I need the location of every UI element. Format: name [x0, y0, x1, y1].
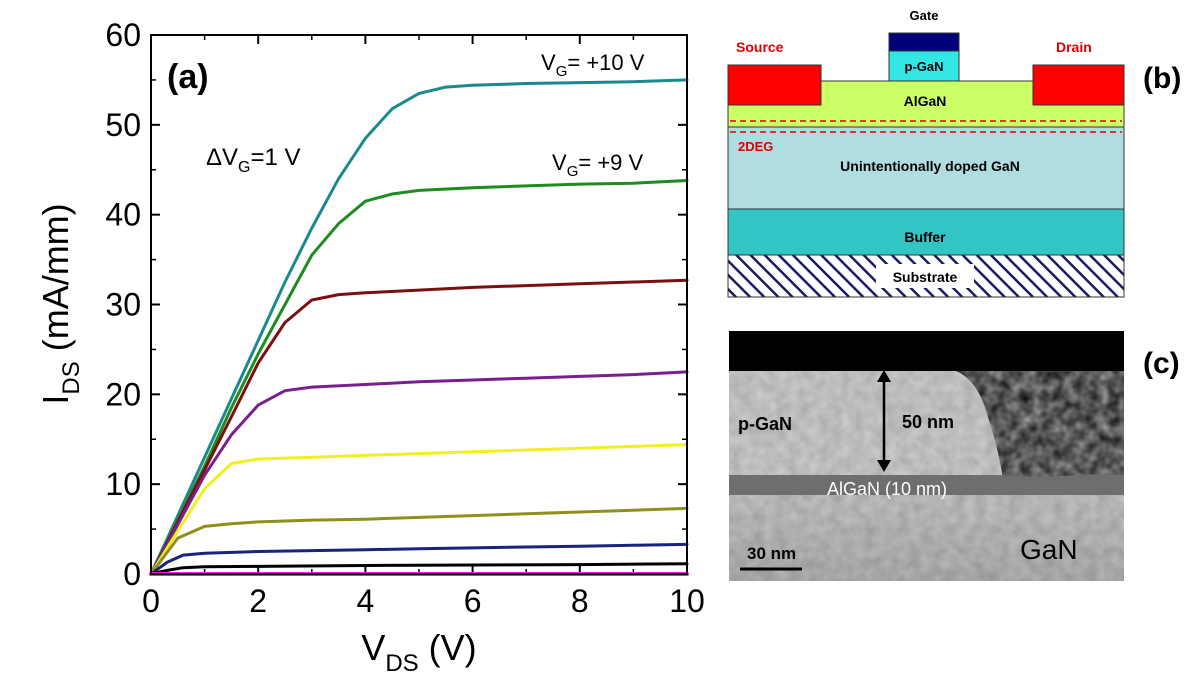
- panel-label-c: (c): [1143, 347, 1180, 380]
- pgan-region: [729, 371, 1003, 480]
- x-tick-label: 10: [669, 583, 705, 619]
- scalebar-label: 30 nm: [747, 544, 796, 563]
- pgan-gate-label: p-GaN: [905, 59, 944, 74]
- series-line-4: [149, 370, 689, 576]
- y-tick-label: 60: [105, 17, 141, 53]
- substrate-label: Substrate: [893, 269, 958, 285]
- thickness-label: 50 nm: [902, 412, 954, 432]
- plot-frame: [150, 34, 688, 575]
- series-line-2: [149, 179, 689, 576]
- x-tick-label: 0: [142, 583, 160, 619]
- x-tick-label: 2: [249, 583, 267, 619]
- series-line-3: [149, 278, 689, 576]
- thickness-arrow-head-bottom: [877, 460, 891, 472]
- y-tick-label: 0: [123, 556, 141, 592]
- series-line-7: [149, 542, 689, 576]
- y-tick-label: 20: [105, 376, 141, 412]
- y-tick-label: 30: [105, 287, 141, 323]
- twodeg-label: 2DEG: [738, 139, 773, 154]
- annotation-delta-vg: ΔVG=1 V: [206, 144, 301, 176]
- device-cross-section: Substrate Buffer Unintentionally doped G…: [727, 8, 1181, 298]
- iv-chart: 0 2 4 6 8 10 0 10 20 30 40 50 60 (a) VG= +10 V VG= +…: [35, 17, 705, 677]
- source-label: Source: [736, 39, 784, 55]
- uid-gan-layer: [727, 126, 1125, 210]
- uid-gan-label: Unintentionally doped GaN: [840, 158, 1020, 174]
- annotation-vg-top: VG= +10 V: [541, 50, 645, 80]
- algan-label: AlGaN: [904, 93, 947, 109]
- thickness-arrow-head-top: [877, 370, 891, 382]
- tem-pgan-label: p-GaN: [738, 414, 792, 434]
- x-tick-label: 8: [571, 583, 589, 619]
- gate-metal: [888, 32, 960, 52]
- x-tick-label: 4: [357, 583, 375, 619]
- series-line-6: [149, 506, 689, 576]
- x-tick-label: 6: [464, 583, 482, 619]
- pgan-gate-layer: [888, 50, 960, 82]
- y-tick-label: 50: [105, 107, 141, 143]
- y-axis-label: IDS (mA/mm): [35, 203, 85, 404]
- buffer-label: Buffer: [904, 229, 946, 245]
- series-line-5: [149, 443, 689, 576]
- series-line-8: [149, 562, 689, 576]
- series-line-1: [149, 78, 689, 576]
- algan-band: [729, 474, 1124, 495]
- gan-region: [729, 495, 1124, 581]
- tem-algan-label: AlGaN (10 nm): [827, 479, 947, 499]
- buffer-layer: [727, 208, 1125, 256]
- annotation-vg-second: VG= +9 V: [552, 150, 644, 180]
- gate-label: Gate: [910, 8, 939, 23]
- y-tick-label: 40: [105, 197, 141, 233]
- y-tick-label: 10: [105, 466, 141, 502]
- panel-label-a: (a): [167, 58, 209, 96]
- substrate-label-box: [876, 264, 974, 288]
- drain-label: Drain: [1056, 39, 1092, 55]
- source-contact: [727, 64, 822, 106]
- panel-label-b: (b): [1143, 62, 1181, 95]
- drain-contact: [1032, 64, 1125, 106]
- tem-gan-label: GaN: [1020, 534, 1078, 565]
- tem-micrograph: p-GaN 50 nm AlGaN (10 nm) GaN 30 nm (c): [729, 331, 1180, 581]
- x-axis-label: VDS (V): [361, 627, 476, 677]
